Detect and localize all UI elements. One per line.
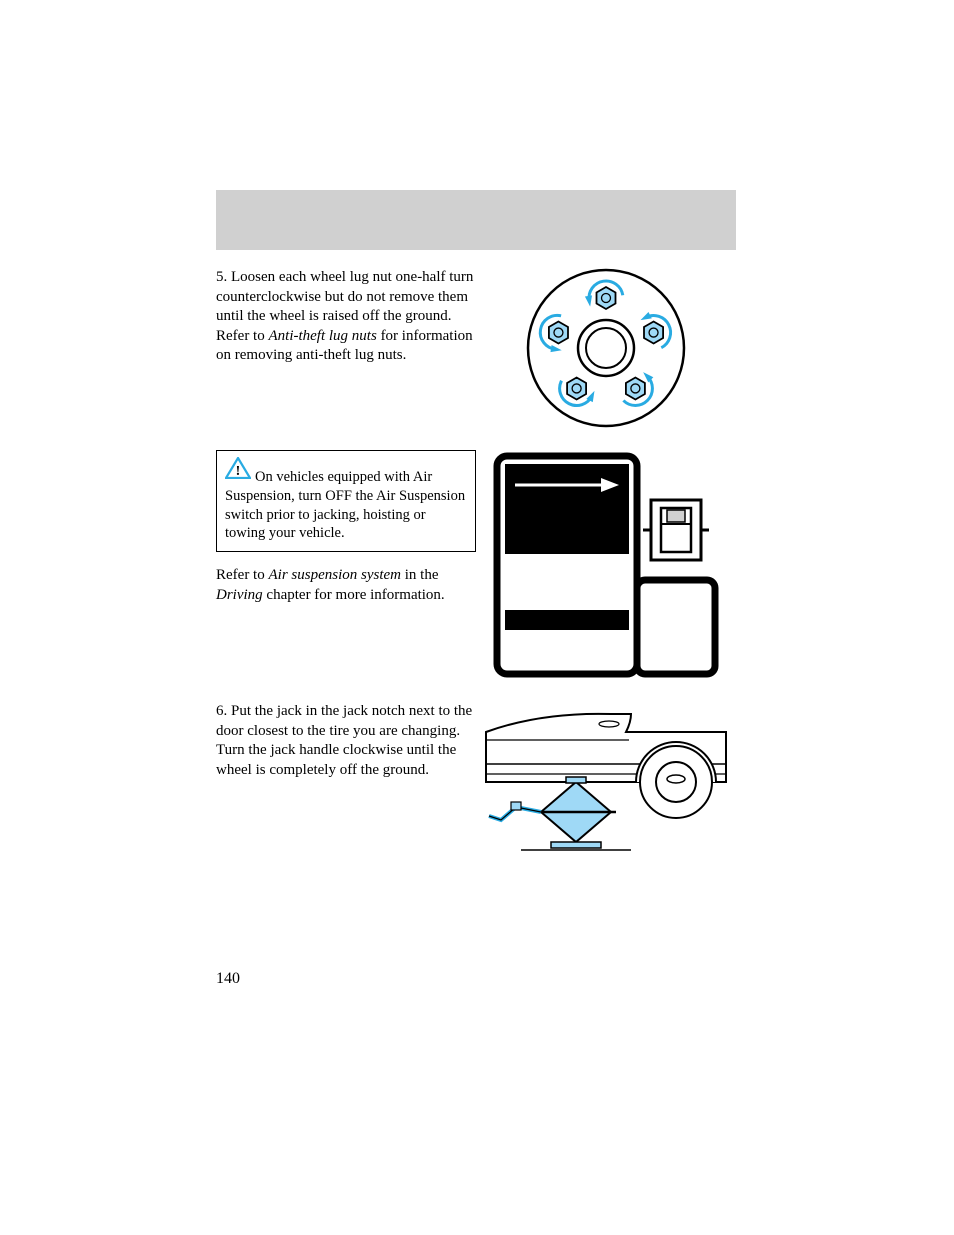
- step-6-text: 6. Put the jack in the jack notch next t…: [216, 702, 476, 780]
- jack-figure: [476, 702, 736, 862]
- lug-wheel-svg: [506, 268, 706, 428]
- refer-p2: in the: [401, 567, 439, 583]
- warning-row: ! On vehicles equipped with Air Suspensi…: [216, 450, 736, 680]
- warning-box: ! On vehicles equipped with Air Suspensi…: [216, 450, 476, 552]
- page-content: 5. Loosen each wheel lug nut one-half tu…: [216, 190, 736, 884]
- section-header-bar: [216, 190, 736, 250]
- warning-triangle-icon: !: [225, 457, 251, 485]
- warning-text: On vehicles equipped with Air Suspension…: [225, 469, 465, 542]
- step5-italic: Anti-theft lug nuts: [268, 328, 376, 344]
- refer-p1: Refer to: [216, 567, 268, 583]
- page-number: 140: [216, 970, 240, 988]
- step-5-text: 5. Loosen each wheel lug nut one-half tu…: [216, 268, 476, 366]
- refer-i1: Air suspension system: [268, 567, 401, 583]
- refer-text: Refer to Air suspension system in the Dr…: [216, 566, 476, 605]
- warning-text-col: ! On vehicles equipped with Air Suspensi…: [216, 450, 476, 605]
- switch-figure: [476, 450, 736, 680]
- switch-svg: [491, 450, 721, 680]
- jack-svg: [481, 702, 731, 862]
- step-6-row: 6. Put the jack in the jack notch next t…: [216, 702, 736, 862]
- refer-i2: Driving: [216, 587, 263, 603]
- refer-p3: chapter for more information.: [263, 587, 445, 603]
- step6-body: 6. Put the jack in the jack notch next t…: [216, 703, 472, 778]
- svg-text:!: !: [236, 464, 241, 479]
- lug-wheel-figure: [476, 268, 736, 428]
- step-5-row: 5. Loosen each wheel lug nut one-half tu…: [216, 268, 736, 428]
